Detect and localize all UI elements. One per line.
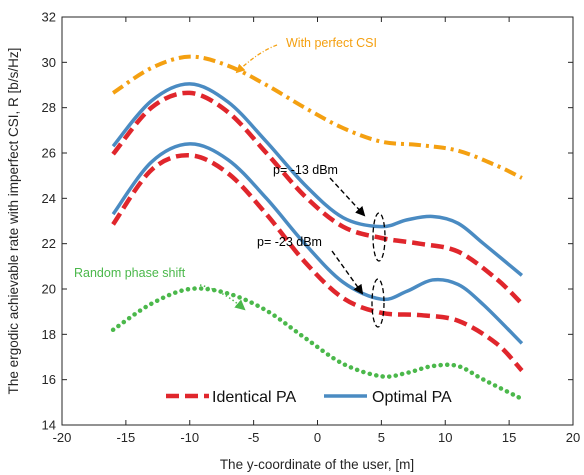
y-axis-label: The ergodic achievable rate with imperfe…: [6, 48, 21, 395]
y-tick-label: 14: [42, 418, 56, 433]
series-line-6: [110, 286, 525, 402]
y-tick-label: 32: [42, 10, 56, 25]
plot-frame: [61, 16, 574, 426]
plot-area: [62, 17, 573, 425]
annotation-p-13-ellipse: [372, 212, 386, 262]
legend-label-optimal-pa: Optimal PA: [372, 389, 452, 406]
tick-layer: -20 -15 -10 -5 0 5 10 15 20 14 16 18 20 22 24 26 28 30 32: [42, 10, 581, 446]
legend: Identical PA Optimal PA: [160, 382, 480, 410]
x-tick-label: -5: [248, 430, 260, 445]
annotation-p-23-ellipse: [371, 278, 385, 328]
x-tick-label: 0: [314, 430, 321, 445]
legend-label-identical-pa: Identical PA: [212, 389, 297, 406]
x-axis-label: The y-coordinate of the user, [m]: [220, 457, 414, 472]
annotation-perfect-csi: With perfect CSI: [286, 36, 377, 50]
series-line-2: [111, 82, 524, 277]
series-line-1: [111, 54, 523, 180]
x-tick-label: -20: [53, 430, 72, 445]
y-tick-label: 24: [42, 191, 56, 206]
series-line-3: [111, 90, 524, 306]
y-tick-label: 28: [42, 100, 56, 115]
x-tick-label: 20: [566, 430, 580, 445]
y-tick-label: 20: [42, 282, 56, 297]
legend-box: [160, 382, 480, 410]
y-tick-label: 26: [42, 146, 56, 161]
annotation-p-13: p= -13 dBm: [273, 163, 338, 177]
y-tick-label: 30: [42, 55, 56, 70]
series-line-4: [111, 142, 524, 345]
x-tick-label: -10: [180, 430, 199, 445]
annotation-perfect-csi-arrow: [235, 44, 278, 74]
x-tick-label: 15: [502, 430, 516, 445]
x-tick-label: 5: [378, 430, 385, 445]
annotation-random-phase: Random phase shift: [74, 266, 186, 280]
annotation-p-23: p= -23 dBm: [257, 235, 322, 249]
x-tick-label: -15: [116, 430, 135, 445]
y-tick-label: 16: [42, 372, 56, 387]
y-tick-label: 22: [42, 236, 56, 251]
series-layer: [110, 54, 525, 402]
y-tick-label: 18: [42, 327, 56, 342]
annotation-p-23-arrow: [331, 250, 364, 295]
x-tick-label: 10: [438, 430, 452, 445]
series-line-5: [111, 153, 524, 373]
annotation-p-13-arrow: [329, 177, 366, 217]
